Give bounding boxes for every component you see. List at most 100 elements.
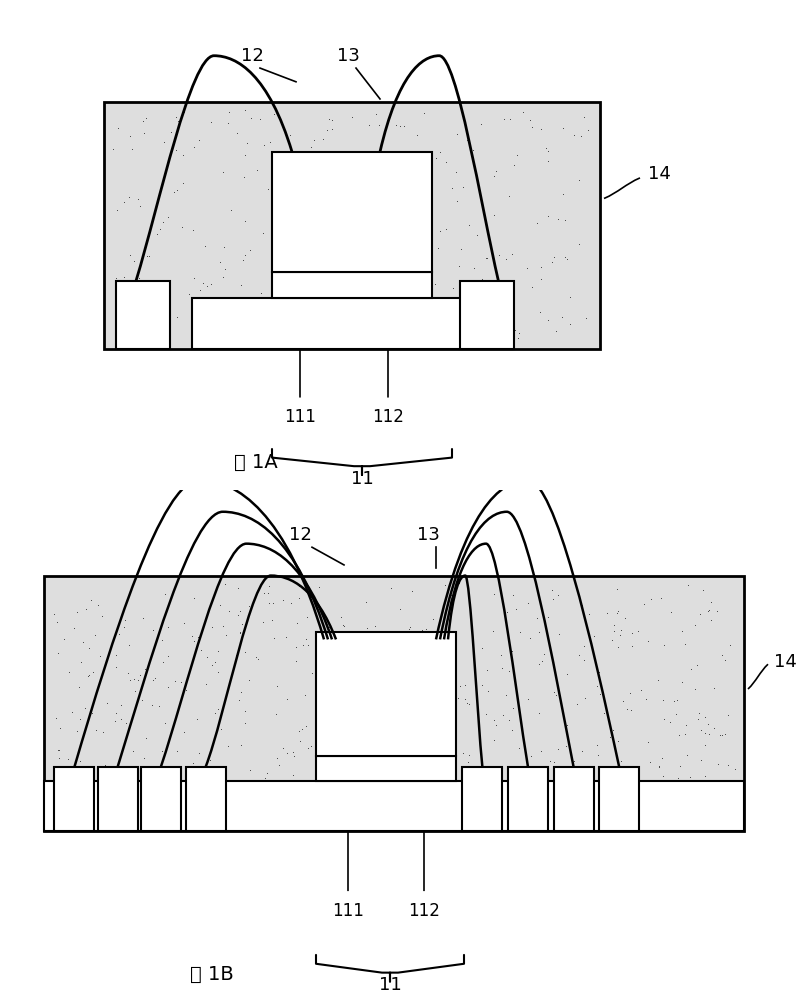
Point (380, 632, 393, 648)
Point (123, 128, 136, 144)
Point (437, 745, 450, 761)
Point (118, 613, 131, 629)
Point (567, 753, 580, 769)
Point (552, 587, 565, 603)
Point (605, 632, 618, 648)
Point (506, 722, 518, 738)
Point (129, 683, 142, 699)
Point (454, 241, 467, 257)
Point (582, 812, 594, 828)
Point (338, 716, 351, 732)
Point (390, 329, 403, 345)
Point (319, 801, 332, 817)
Point (664, 714, 677, 730)
Point (50, 614, 63, 630)
Point (321, 122, 334, 138)
Point (536, 653, 549, 669)
Point (95, 609, 108, 625)
Point (280, 629, 293, 645)
Point (369, 212, 382, 228)
Point (107, 141, 120, 157)
Point (147, 778, 160, 794)
Point (694, 607, 706, 623)
Point (338, 619, 350, 635)
Bar (186, 767, 226, 831)
Point (303, 806, 316, 822)
Point (394, 209, 406, 225)
Point (682, 783, 694, 799)
Point (254, 111, 266, 127)
Point (368, 764, 381, 780)
Point (579, 310, 592, 326)
Point (557, 120, 570, 136)
Point (593, 664, 606, 680)
Point (540, 140, 553, 156)
Point (207, 803, 220, 819)
Point (230, 124, 243, 140)
Point (308, 132, 321, 148)
Point (395, 313, 408, 329)
Point (382, 168, 394, 184)
Point (657, 692, 670, 708)
Point (680, 747, 693, 763)
Point (542, 208, 554, 224)
Point (187, 221, 200, 237)
Point (470, 227, 483, 243)
Point (277, 740, 290, 756)
Point (134, 667, 146, 683)
Point (617, 694, 630, 710)
Point (332, 804, 345, 820)
Point (397, 745, 410, 761)
Point (250, 808, 263, 824)
Point (692, 705, 705, 721)
Point (479, 250, 492, 266)
Point (235, 778, 248, 794)
Point (101, 695, 114, 711)
Point (299, 631, 312, 647)
Point (147, 672, 160, 688)
Point (214, 722, 227, 738)
Point (133, 270, 146, 286)
Point (170, 309, 183, 325)
Point (91, 598, 104, 614)
Point (626, 638, 638, 654)
Point (74, 753, 86, 769)
Point (312, 580, 325, 596)
Point (559, 249, 572, 265)
Point (536, 760, 549, 776)
Point (254, 332, 267, 348)
Point (590, 678, 603, 694)
Point (557, 186, 570, 202)
Point (534, 304, 546, 320)
Point (366, 796, 378, 812)
Point (667, 779, 680, 795)
Point (367, 678, 380, 694)
Point (234, 684, 247, 700)
Point (118, 324, 131, 340)
Point (481, 250, 494, 266)
Point (361, 805, 374, 821)
Point (217, 164, 230, 180)
Point (533, 706, 546, 722)
Point (608, 617, 621, 633)
Point (404, 721, 417, 737)
Point (131, 190, 144, 206)
Point (488, 168, 501, 184)
Point (645, 776, 658, 792)
Point (502, 286, 515, 302)
Point (679, 717, 692, 733)
Point (671, 693, 684, 709)
Text: 111: 111 (332, 902, 364, 920)
Point (559, 738, 572, 754)
Point (109, 713, 122, 729)
Point (362, 117, 375, 133)
Point (532, 625, 545, 641)
Point (453, 258, 466, 274)
Point (558, 212, 571, 228)
Point (682, 577, 694, 593)
Point (607, 623, 620, 639)
Point (120, 780, 133, 796)
Point (238, 213, 251, 229)
Point (498, 307, 510, 323)
Point (218, 576, 231, 592)
